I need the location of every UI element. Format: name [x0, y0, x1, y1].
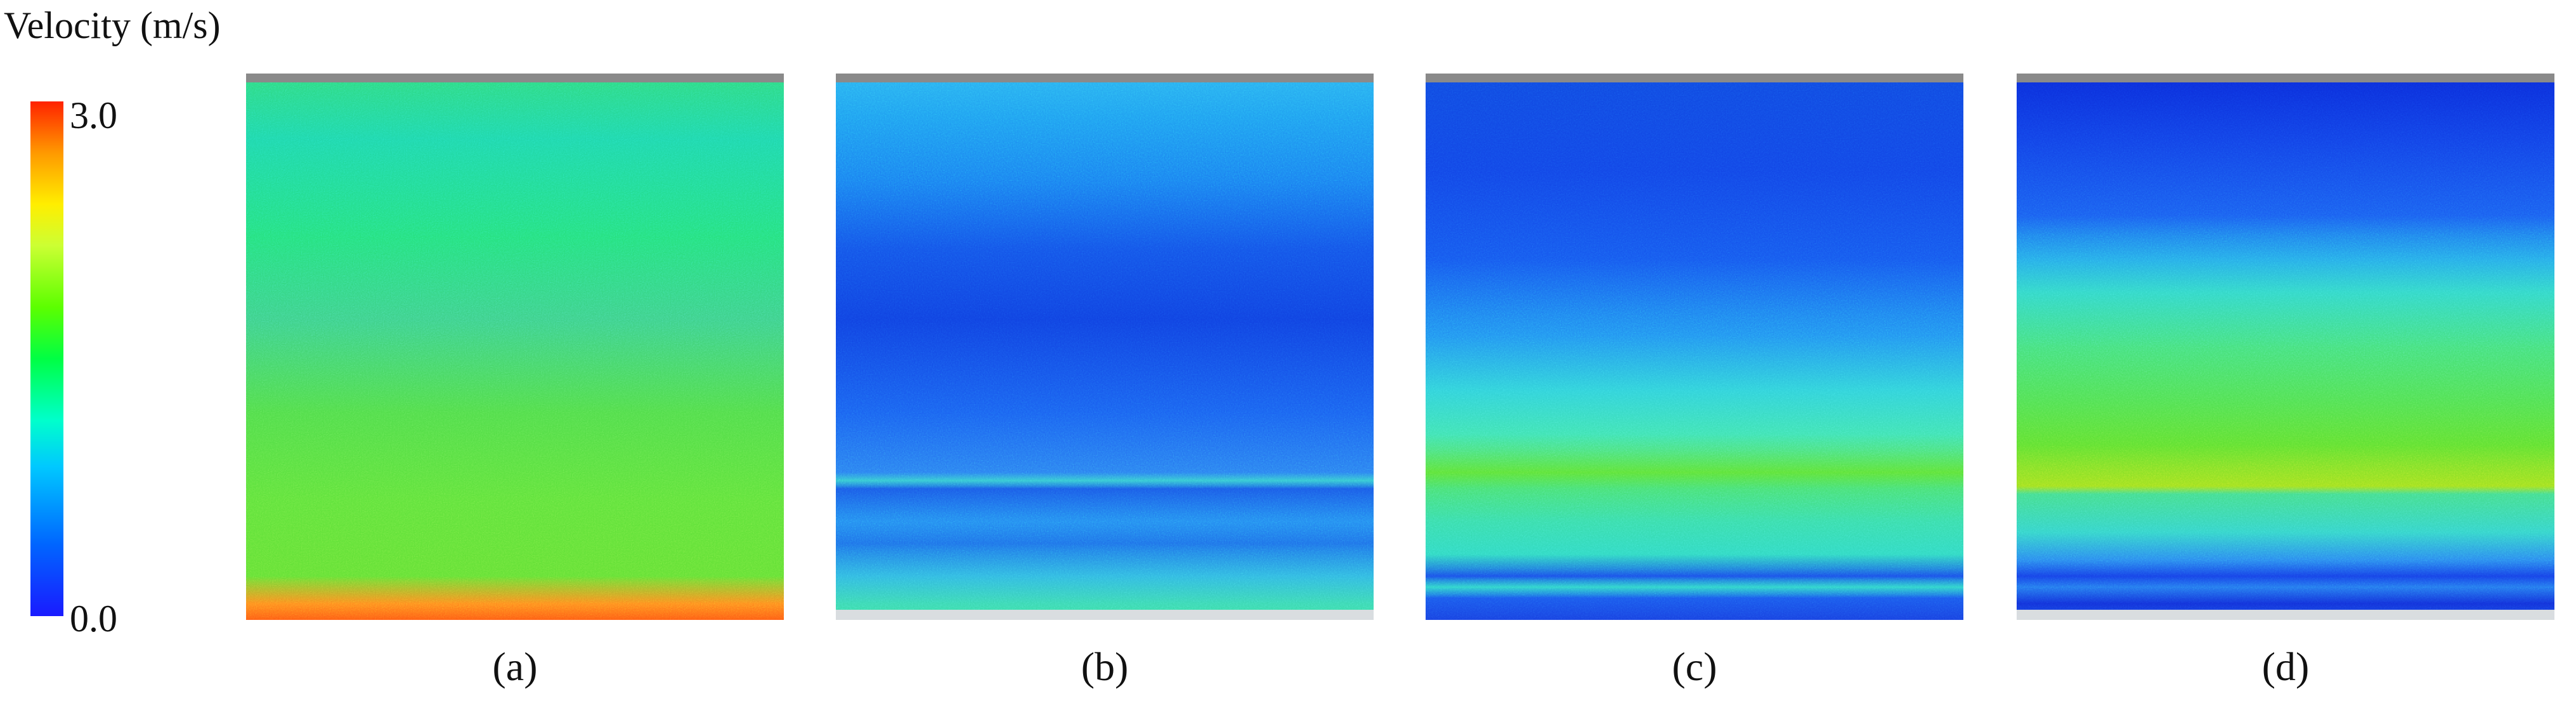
top-wall [2017, 74, 2554, 82]
velocity-field-panel-d [2017, 74, 2554, 620]
top-wall [836, 74, 1374, 82]
colorbar-max-label: 3.0 [70, 94, 117, 136]
particle-texture [836, 74, 1374, 620]
velocity-field-panel-a [246, 74, 784, 620]
top-wall [246, 74, 784, 82]
bottom-wall [2017, 610, 2554, 620]
particle-texture [1426, 74, 1963, 620]
top-wall [1426, 74, 1963, 82]
velocity-colorbar [30, 101, 63, 616]
bottom-wall [836, 610, 1374, 620]
velocity-field-panel-b [836, 74, 1374, 620]
colorbar-min-label: 0.0 [70, 598, 117, 640]
legend-title: Velocity (m/s) [4, 4, 221, 46]
particle-texture [2017, 74, 2554, 620]
panel-label-b: (b) [1081, 644, 1129, 689]
panel-label-a: (a) [492, 644, 538, 689]
particle-texture [246, 74, 784, 620]
velocity-field-panel-c [1426, 74, 1963, 620]
panel-label-c: (c) [1672, 644, 1717, 689]
panel-label-d: (d) [2261, 644, 2310, 689]
